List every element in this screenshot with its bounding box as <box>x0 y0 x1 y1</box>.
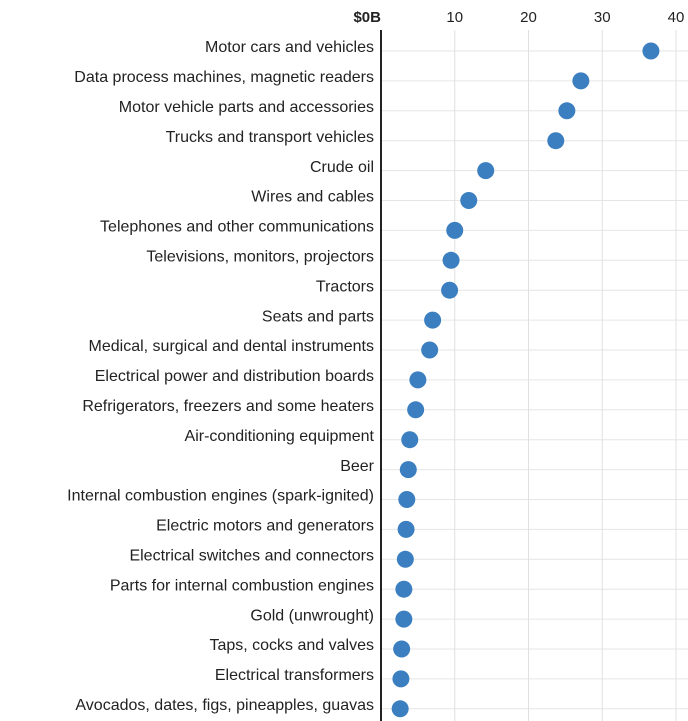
category-label: Air-conditioning equipment <box>185 428 375 445</box>
category-label: Electrical switches and connectors <box>129 548 374 565</box>
x-tick-label: 10 <box>446 9 463 26</box>
dot <box>446 221 464 239</box>
dot <box>398 491 416 508</box>
dot <box>409 371 427 389</box>
category-label: Parts for internal combustion engines <box>110 577 374 594</box>
category-label: Data process machines, magnetic readers <box>74 69 374 86</box>
dot <box>558 102 576 120</box>
category-label: Electric motors and generators <box>156 518 374 535</box>
category-label: Medical, surgical and dental instruments <box>89 338 374 355</box>
category-label: Avocados, dates, figs, pineapples, guava… <box>75 697 374 714</box>
dot <box>441 281 459 299</box>
dot <box>477 162 495 180</box>
dot <box>424 311 442 329</box>
category-label: Refrigerators, freezers and some heaters <box>82 398 374 415</box>
category-label: Motor vehicle parts and accessories <box>119 99 374 116</box>
x-tick-label: 40 <box>668 9 685 26</box>
category-label: Electrical transformers <box>215 667 374 684</box>
dot <box>572 72 590 90</box>
dot <box>391 700 409 718</box>
dot <box>395 580 413 598</box>
dot <box>399 461 417 479</box>
dot <box>442 251 460 269</box>
category-label: Crude oil <box>310 159 374 176</box>
dot <box>421 341 439 359</box>
category-label: Electrical power and distribution boards <box>95 368 374 385</box>
dot <box>396 550 414 568</box>
dot <box>642 42 660 60</box>
category-label: Seats and parts <box>262 308 374 325</box>
dot <box>395 610 413 628</box>
category-label: Tractors <box>316 278 374 295</box>
dot <box>547 132 565 150</box>
category-label: Taps, cocks and valves <box>209 637 374 654</box>
x-tick-label: 20 <box>520 9 537 26</box>
category-label: Beer <box>340 458 374 475</box>
dot <box>393 640 411 658</box>
dot <box>397 520 415 538</box>
x-tick-label: 30 <box>594 9 611 26</box>
dot <box>407 401 425 419</box>
x-tick-label: $0B <box>353 9 381 26</box>
dot <box>460 192 478 209</box>
category-label: Televisions, monitors, projectors <box>146 249 374 266</box>
category-label: Telephones and other communications <box>100 219 374 236</box>
category-label: Motor cars and vehicles <box>205 39 374 56</box>
category-label: Internal combustion engines (spark-ignit… <box>67 488 374 505</box>
category-label: Trucks and transport vehicles <box>166 129 374 146</box>
category-label: Gold (unwrought) <box>250 607 374 624</box>
category-label: Wires and cables <box>251 189 374 206</box>
dot <box>401 431 419 449</box>
dot <box>392 670 410 688</box>
